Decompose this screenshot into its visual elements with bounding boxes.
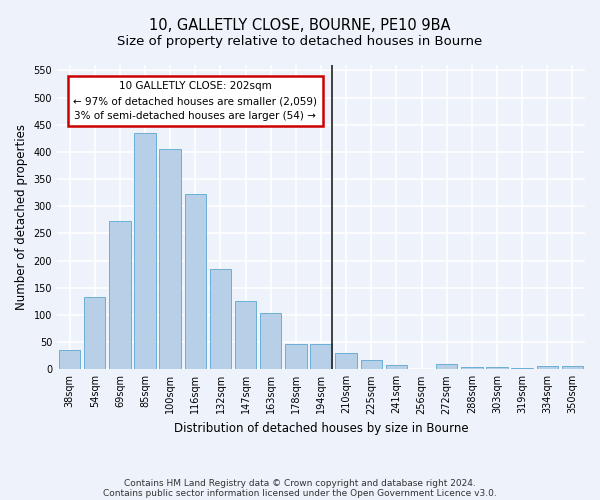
Bar — [84, 297, 106, 370]
Text: Size of property relative to detached houses in Bourne: Size of property relative to detached ho… — [118, 35, 482, 48]
Bar — [511, 368, 533, 370]
Bar — [210, 270, 231, 370]
Bar — [134, 133, 156, 370]
Bar — [185, 194, 206, 370]
Bar — [160, 149, 181, 370]
Bar — [386, 365, 407, 370]
Text: 10 GALLETLY CLOSE: 202sqm
← 97% of detached houses are smaller (2,059)
3% of sem: 10 GALLETLY CLOSE: 202sqm ← 97% of detac… — [73, 82, 317, 121]
Text: Contains HM Land Registry data © Crown copyright and database right 2024.: Contains HM Land Registry data © Crown c… — [124, 478, 476, 488]
Bar — [235, 302, 256, 370]
Text: 10, GALLETLY CLOSE, BOURNE, PE10 9BA: 10, GALLETLY CLOSE, BOURNE, PE10 9BA — [149, 18, 451, 32]
Bar — [59, 350, 80, 370]
Bar — [260, 313, 281, 370]
X-axis label: Distribution of detached houses by size in Bourne: Distribution of detached houses by size … — [174, 422, 469, 435]
Bar — [536, 366, 558, 370]
Bar — [361, 360, 382, 370]
Bar — [562, 366, 583, 370]
Bar — [335, 353, 357, 370]
Bar — [436, 364, 457, 370]
Bar — [487, 366, 508, 370]
Bar — [109, 222, 131, 370]
Bar — [461, 366, 482, 370]
Text: Contains public sector information licensed under the Open Government Licence v3: Contains public sector information licen… — [103, 488, 497, 498]
Bar — [310, 344, 332, 370]
Y-axis label: Number of detached properties: Number of detached properties — [15, 124, 28, 310]
Bar — [285, 344, 307, 370]
